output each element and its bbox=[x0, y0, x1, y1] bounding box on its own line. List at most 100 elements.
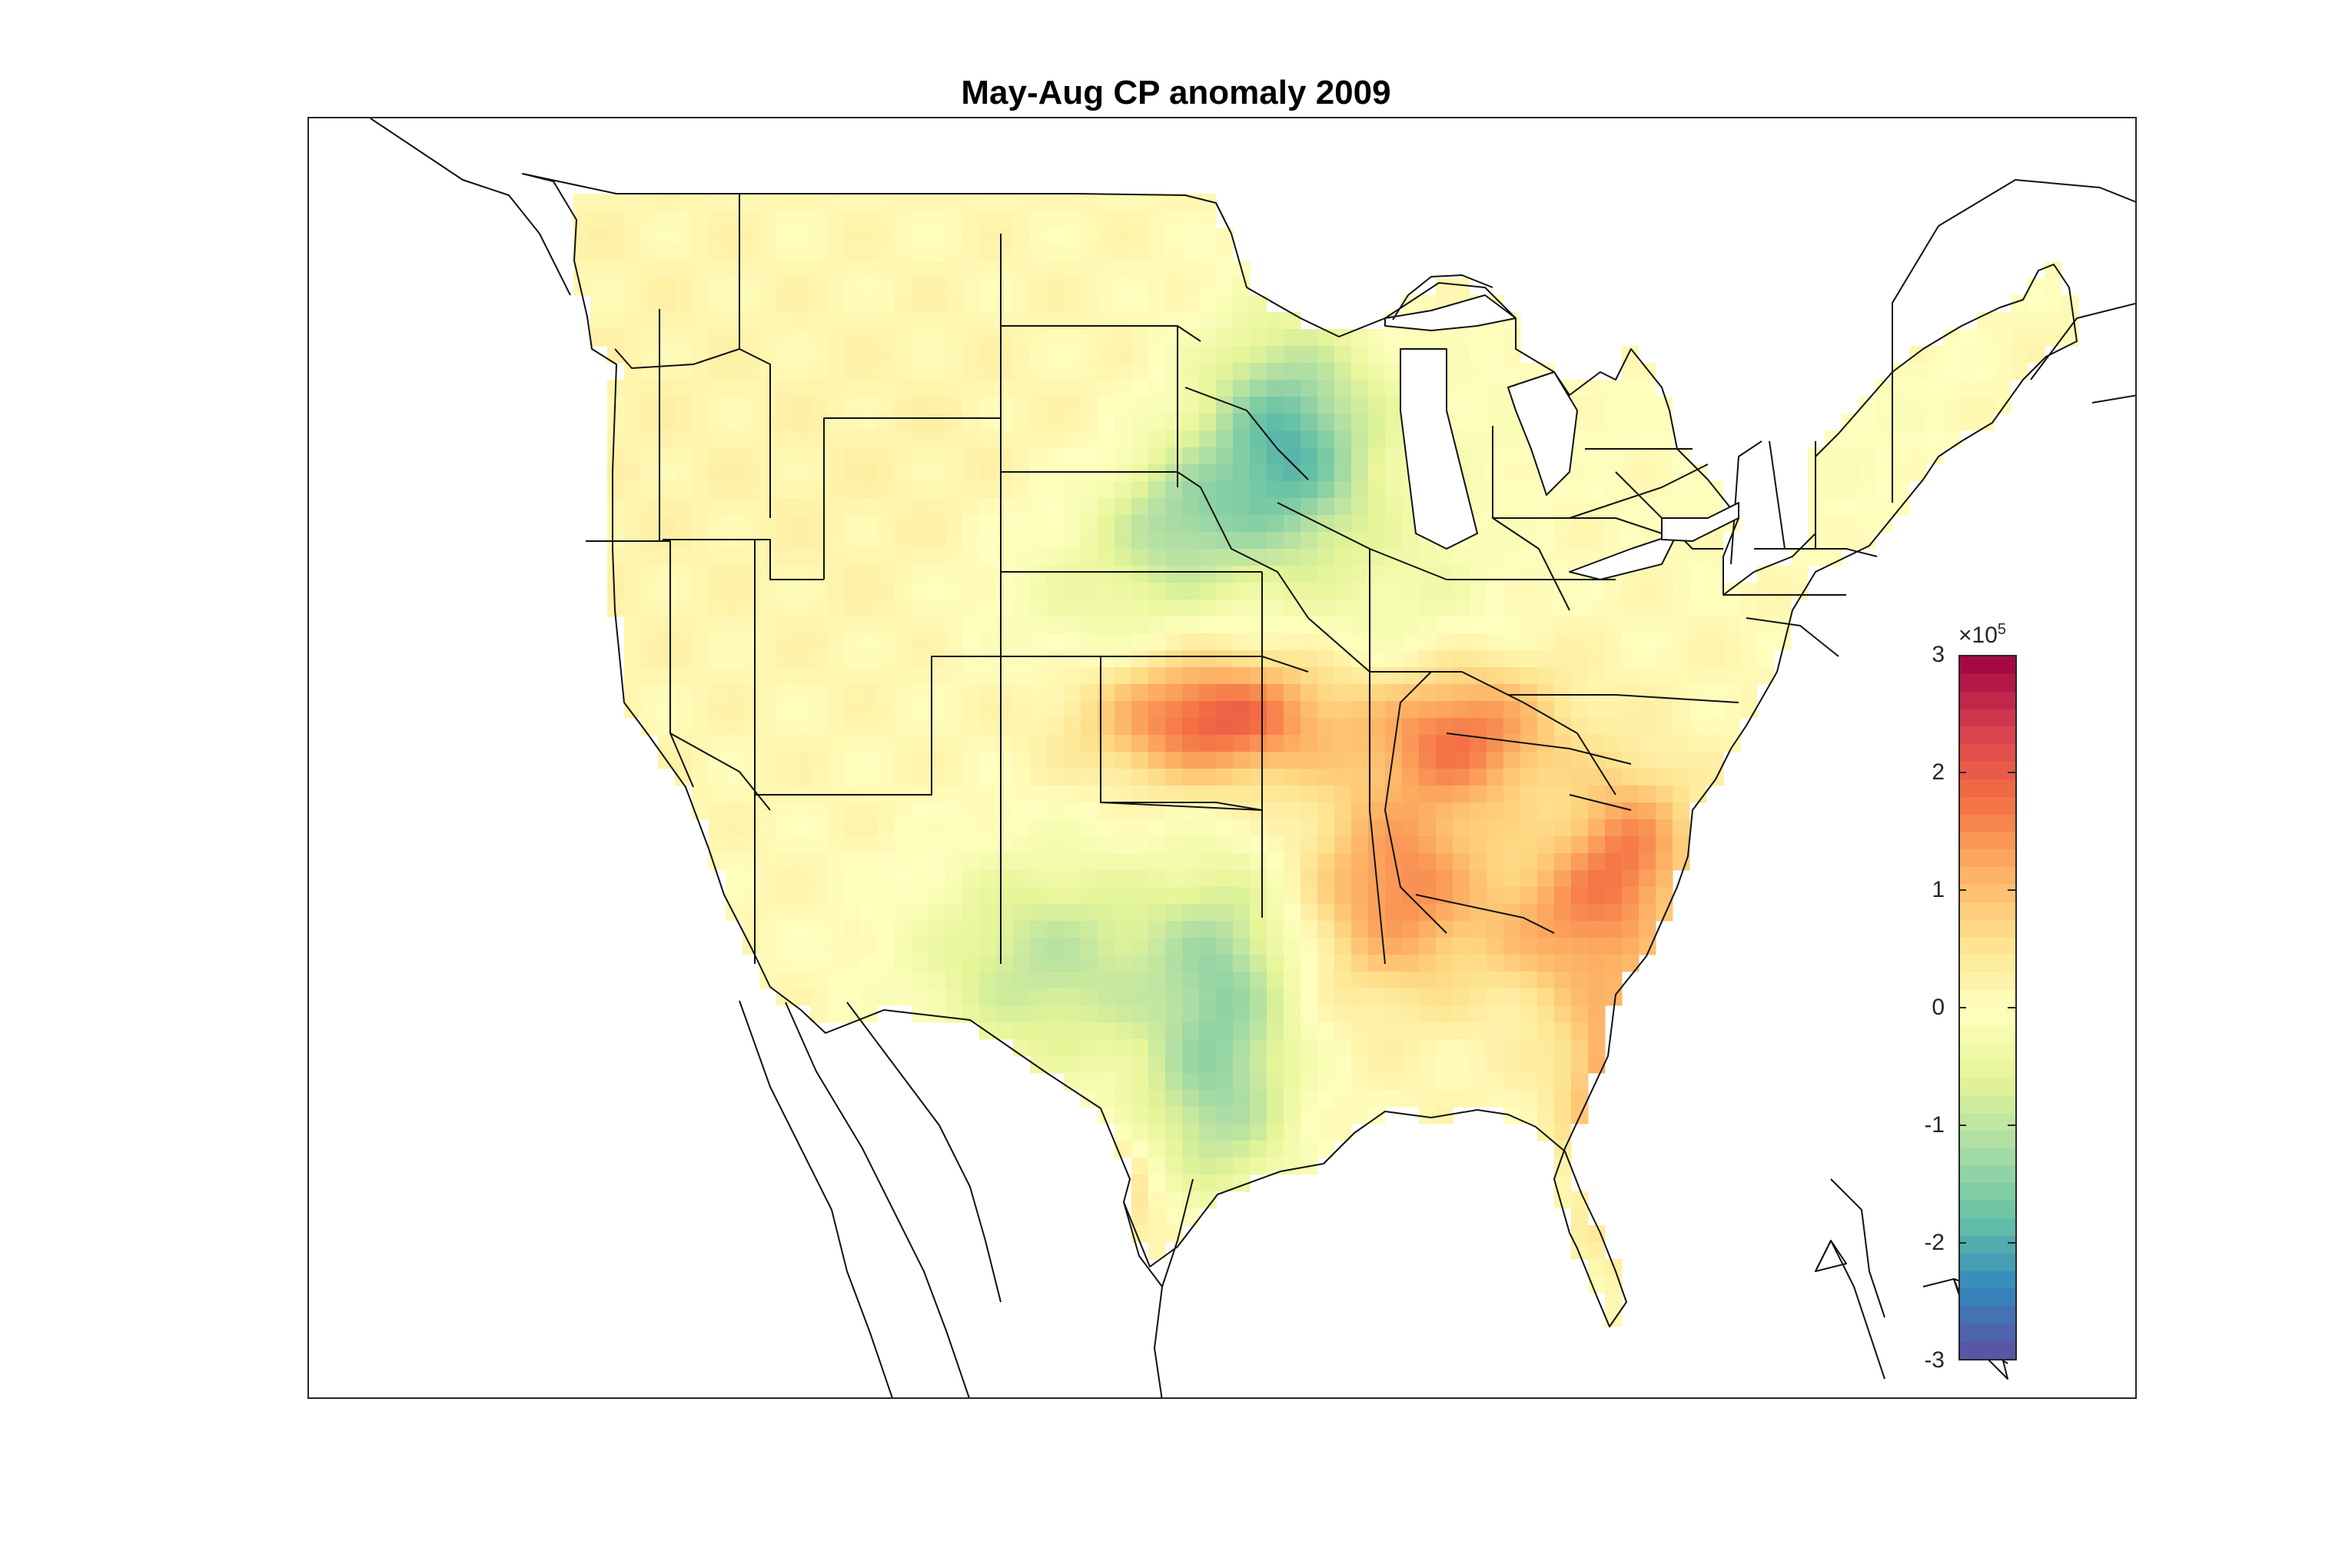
grid-cell bbox=[844, 600, 862, 617]
grid-cell bbox=[1131, 1022, 1149, 1040]
grid-cell bbox=[658, 498, 676, 516]
colorbar-tick-mark bbox=[2008, 1007, 2015, 1008]
grid-cell bbox=[726, 566, 743, 583]
grid-cell bbox=[1165, 1158, 1183, 1175]
grid-cell bbox=[742, 464, 760, 482]
grid-cell bbox=[1436, 819, 1453, 837]
grid-cell bbox=[1148, 819, 1166, 837]
grid-cell bbox=[726, 447, 743, 465]
grid-cell bbox=[607, 583, 625, 600]
grid-cell bbox=[742, 887, 760, 905]
grid-cell bbox=[1554, 498, 1572, 516]
grid-cell bbox=[1368, 836, 1386, 854]
grid-cell bbox=[1385, 329, 1403, 347]
grid-cell bbox=[1994, 312, 2011, 330]
grid-cell bbox=[1487, 380, 1504, 397]
grid-cell bbox=[929, 921, 946, 938]
grid-cell bbox=[1825, 515, 1842, 533]
grid-cell bbox=[1368, 718, 1386, 736]
grid-cell bbox=[1368, 972, 1386, 989]
grid-cell bbox=[692, 346, 709, 364]
grid-cell bbox=[1503, 819, 1521, 837]
grid-cell bbox=[1013, 769, 1031, 786]
grid-cell bbox=[1098, 532, 1115, 550]
colorbar-band bbox=[1960, 1007, 2015, 1025]
grid-cell bbox=[1013, 887, 1031, 905]
grid-cell bbox=[1571, 887, 1589, 905]
grid-cell bbox=[759, 278, 777, 296]
grid-cell bbox=[1131, 667, 1149, 685]
grid-cell bbox=[1064, 836, 1081, 854]
colorbar-band bbox=[1960, 796, 2015, 815]
grid-cell bbox=[1284, 955, 1301, 972]
grid-cell bbox=[1571, 701, 1589, 719]
colorbar-band bbox=[1960, 1201, 2015, 1218]
grid-cell bbox=[1199, 887, 1217, 905]
grid-cell bbox=[709, 397, 726, 414]
grid-cell bbox=[1419, 988, 1437, 1006]
grid-cell bbox=[945, 278, 963, 296]
grid-cell bbox=[945, 887, 963, 905]
grid-cell bbox=[742, 718, 760, 736]
grid-cell bbox=[1131, 430, 1149, 448]
grid-cell bbox=[1165, 447, 1183, 465]
grid-cell bbox=[945, 481, 963, 499]
grid-cell bbox=[641, 650, 659, 668]
grid-cell bbox=[1047, 955, 1065, 972]
grid-cell bbox=[1267, 549, 1284, 566]
grid-cell bbox=[624, 211, 642, 228]
grid-cell bbox=[929, 650, 946, 668]
grid-cell bbox=[1165, 650, 1183, 668]
grid-cell bbox=[1148, 498, 1166, 516]
grid-cell bbox=[912, 752, 929, 769]
grid-cell bbox=[1064, 938, 1081, 955]
grid-cell bbox=[709, 515, 726, 533]
grid-cell bbox=[759, 938, 777, 955]
grid-cell bbox=[1334, 566, 1352, 583]
grid-cell bbox=[962, 718, 980, 736]
grid-cell bbox=[742, 904, 760, 922]
grid-cell bbox=[1639, 515, 1656, 533]
grid-cell bbox=[1233, 938, 1251, 955]
grid-cell bbox=[776, 701, 794, 719]
grid-cell bbox=[1030, 887, 1048, 905]
grid-cell bbox=[962, 819, 980, 837]
grid-cell bbox=[624, 244, 642, 262]
state-border bbox=[823, 417, 1001, 580]
grid-cell bbox=[624, 600, 642, 617]
grid-cell bbox=[759, 346, 777, 364]
grid-cell bbox=[1351, 853, 1369, 871]
grid-cell bbox=[895, 464, 912, 482]
grid-cell bbox=[1216, 853, 1234, 871]
grid-cell bbox=[1013, 955, 1031, 972]
grid-cell bbox=[709, 329, 726, 347]
grid-cell bbox=[996, 566, 1014, 583]
grid-cell bbox=[1047, 498, 1065, 516]
grid-cell bbox=[1165, 380, 1183, 397]
grid-cell bbox=[1571, 1225, 1589, 1243]
grid-cell bbox=[1571, 515, 1589, 533]
grid-cell bbox=[1064, 870, 1081, 888]
grid-cell bbox=[675, 532, 693, 550]
grid-cell bbox=[861, 667, 879, 685]
grid-cell bbox=[742, 397, 760, 414]
grid-cell bbox=[1808, 515, 1825, 533]
grid-cell bbox=[1656, 616, 1673, 634]
grid-cell bbox=[1115, 836, 1132, 854]
grid-cell bbox=[1571, 769, 1589, 786]
grid-cell bbox=[1605, 786, 1623, 803]
grid-cell bbox=[979, 684, 997, 702]
grid-cell bbox=[912, 802, 929, 820]
grid-cell bbox=[1943, 414, 1961, 431]
grid-cell bbox=[1250, 397, 1267, 414]
grid-cell bbox=[1825, 498, 1842, 516]
grid-cell bbox=[1892, 447, 1910, 465]
grid-cell bbox=[1165, 515, 1183, 533]
grid-cell bbox=[1520, 836, 1538, 854]
grid-cell bbox=[1774, 566, 1792, 583]
grid-cell bbox=[675, 718, 693, 736]
grid-cell bbox=[1605, 397, 1623, 414]
grid-cell bbox=[641, 684, 659, 702]
grid-cell bbox=[1689, 701, 1707, 719]
grid-cell bbox=[1503, 921, 1521, 938]
